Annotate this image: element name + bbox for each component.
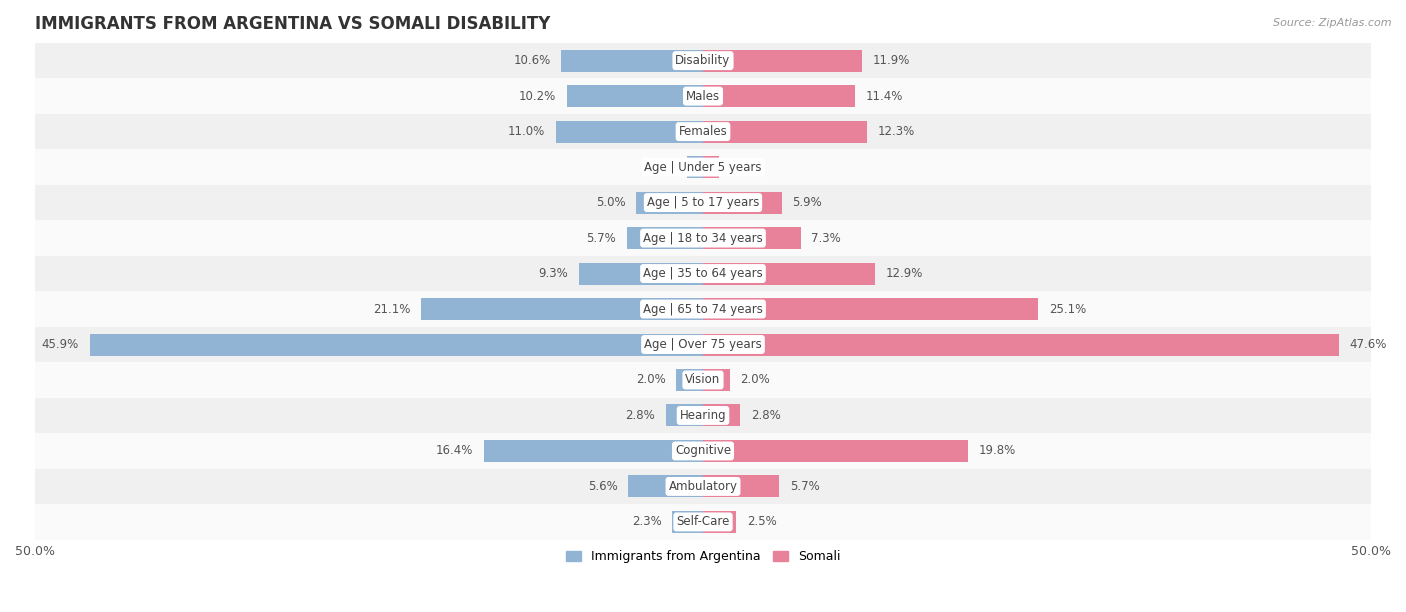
Bar xyxy=(555,121,703,143)
Bar xyxy=(628,476,703,498)
Bar xyxy=(703,192,782,214)
Bar xyxy=(703,334,1339,356)
Bar xyxy=(35,362,1371,398)
Bar xyxy=(567,85,703,107)
Bar xyxy=(35,185,1371,220)
Text: 5.9%: 5.9% xyxy=(793,196,823,209)
Text: Age | 65 to 74 years: Age | 65 to 74 years xyxy=(643,302,763,316)
Text: 45.9%: 45.9% xyxy=(42,338,79,351)
Bar xyxy=(688,156,703,178)
Bar xyxy=(422,298,703,320)
Bar xyxy=(35,256,1371,291)
Text: 1.2%: 1.2% xyxy=(647,160,676,174)
Text: 11.0%: 11.0% xyxy=(508,125,546,138)
Text: Age | Under 5 years: Age | Under 5 years xyxy=(644,160,762,174)
Bar xyxy=(636,192,703,214)
Bar xyxy=(484,440,703,462)
Bar xyxy=(703,85,855,107)
Text: Females: Females xyxy=(679,125,727,138)
Bar xyxy=(627,227,703,249)
Text: 10.2%: 10.2% xyxy=(519,89,555,103)
Text: 2.5%: 2.5% xyxy=(747,515,778,528)
Bar xyxy=(703,50,862,72)
Bar xyxy=(35,398,1371,433)
Text: 2.3%: 2.3% xyxy=(631,515,662,528)
Bar xyxy=(672,511,703,533)
Bar xyxy=(703,156,718,178)
Text: Ambulatory: Ambulatory xyxy=(668,480,738,493)
Bar xyxy=(703,369,730,391)
Text: 16.4%: 16.4% xyxy=(436,444,474,457)
Bar xyxy=(703,511,737,533)
Bar xyxy=(35,78,1371,114)
Text: 2.8%: 2.8% xyxy=(626,409,655,422)
Text: 25.1%: 25.1% xyxy=(1049,302,1087,316)
Bar xyxy=(703,476,779,498)
Text: 11.4%: 11.4% xyxy=(866,89,904,103)
Text: IMMIGRANTS FROM ARGENTINA VS SOMALI DISABILITY: IMMIGRANTS FROM ARGENTINA VS SOMALI DISA… xyxy=(35,15,550,33)
Text: Cognitive: Cognitive xyxy=(675,444,731,457)
Bar xyxy=(703,263,876,285)
Bar xyxy=(35,114,1371,149)
Text: Males: Males xyxy=(686,89,720,103)
Text: Source: ZipAtlas.com: Source: ZipAtlas.com xyxy=(1274,18,1392,28)
Text: 19.8%: 19.8% xyxy=(979,444,1015,457)
Bar xyxy=(35,291,1371,327)
Text: 2.0%: 2.0% xyxy=(636,373,665,387)
Bar xyxy=(703,440,967,462)
Legend: Immigrants from Argentina, Somali: Immigrants from Argentina, Somali xyxy=(561,545,845,568)
Bar xyxy=(561,50,703,72)
Text: Self-Care: Self-Care xyxy=(676,515,730,528)
Bar xyxy=(90,334,703,356)
Bar xyxy=(703,227,800,249)
Bar xyxy=(35,220,1371,256)
Text: 21.1%: 21.1% xyxy=(373,302,411,316)
Text: 1.2%: 1.2% xyxy=(730,160,759,174)
Text: 7.3%: 7.3% xyxy=(811,231,841,245)
Text: Vision: Vision xyxy=(685,373,721,387)
Bar xyxy=(703,121,868,143)
Bar xyxy=(703,405,741,427)
Text: 9.3%: 9.3% xyxy=(538,267,568,280)
Bar xyxy=(35,149,1371,185)
Text: 5.6%: 5.6% xyxy=(588,480,617,493)
Bar xyxy=(35,43,1371,78)
Text: 47.6%: 47.6% xyxy=(1350,338,1386,351)
Bar xyxy=(665,405,703,427)
Bar xyxy=(676,369,703,391)
Text: 10.6%: 10.6% xyxy=(513,54,551,67)
Text: Age | 18 to 34 years: Age | 18 to 34 years xyxy=(643,231,763,245)
Bar xyxy=(579,263,703,285)
Bar xyxy=(703,298,1039,320)
Text: Age | Over 75 years: Age | Over 75 years xyxy=(644,338,762,351)
Text: 5.0%: 5.0% xyxy=(596,196,626,209)
Bar xyxy=(35,469,1371,504)
Text: 2.8%: 2.8% xyxy=(751,409,780,422)
Text: 5.7%: 5.7% xyxy=(586,231,616,245)
Text: 2.0%: 2.0% xyxy=(741,373,770,387)
Text: Disability: Disability xyxy=(675,54,731,67)
Text: 5.7%: 5.7% xyxy=(790,480,820,493)
Bar xyxy=(35,433,1371,469)
Text: Age | 5 to 17 years: Age | 5 to 17 years xyxy=(647,196,759,209)
Text: 11.9%: 11.9% xyxy=(873,54,910,67)
Bar xyxy=(35,504,1371,540)
Bar xyxy=(35,327,1371,362)
Text: Age | 35 to 64 years: Age | 35 to 64 years xyxy=(643,267,763,280)
Text: 12.3%: 12.3% xyxy=(877,125,915,138)
Text: Hearing: Hearing xyxy=(679,409,727,422)
Text: 12.9%: 12.9% xyxy=(886,267,924,280)
